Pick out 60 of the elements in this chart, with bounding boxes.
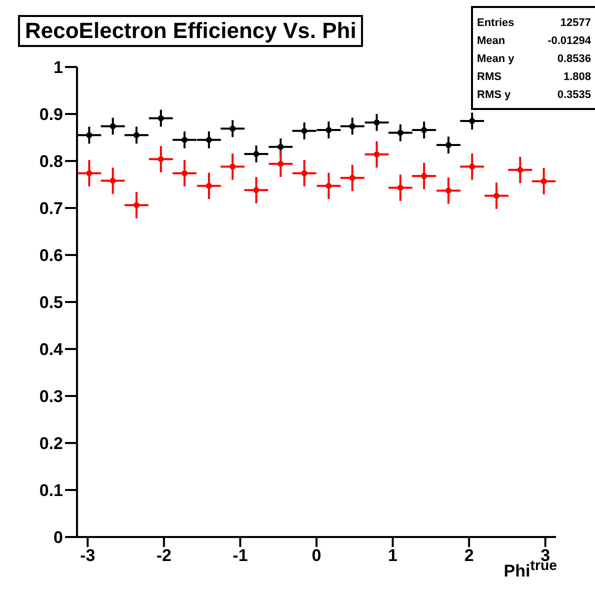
point — [253, 150, 260, 157]
point — [230, 126, 236, 132]
y-tick-label: 0.7 — [39, 199, 63, 218]
point — [469, 164, 476, 170]
point — [182, 136, 188, 143]
y-tick-label: 0.5 — [39, 293, 63, 312]
y-tick-label: 0.2 — [39, 434, 63, 454]
point — [349, 123, 356, 130]
x-tick-label: 0 — [312, 546, 322, 566]
y-tick-label: 0.1 — [39, 481, 63, 500]
y-tick-label: 0 — [54, 528, 63, 548]
point — [445, 142, 452, 148]
text: Mean -0.01294 — [477, 35, 591, 47]
point — [230, 164, 236, 170]
point — [206, 182, 212, 189]
point — [182, 170, 188, 176]
point — [397, 130, 404, 136]
point — [494, 192, 500, 199]
point — [445, 188, 452, 194]
point — [253, 187, 260, 194]
point — [133, 202, 140, 208]
point — [110, 178, 116, 184]
x-tick-label: 1 — [388, 546, 398, 566]
y-tick-label: 0.9 — [39, 105, 63, 124]
x-tick-label: -1 — [232, 546, 248, 566]
point — [206, 136, 212, 143]
point — [374, 151, 380, 158]
x-tick-label: -2 — [156, 546, 172, 566]
y-tick-label: 0.6 — [39, 246, 63, 266]
point — [158, 115, 164, 122]
y-tick-label: 0.4 — [39, 340, 64, 360]
y-tick-label: 1 — [54, 58, 63, 78]
point — [110, 123, 116, 130]
point — [421, 126, 428, 133]
text: Mean y 0.8536 — [477, 53, 591, 65]
y-tick-label: 0.8 — [39, 152, 63, 172]
y-tick-label: 0.3 — [39, 387, 63, 406]
point — [326, 182, 332, 189]
x-tick-label: 2 — [464, 546, 474, 566]
chart-title: RecoElectron Efficiency Vs. Phi — [18, 15, 364, 47]
point — [517, 166, 524, 173]
point — [301, 170, 308, 176]
point — [133, 132, 140, 138]
point — [540, 178, 547, 184]
text: Entries 12577 — [477, 17, 591, 29]
point — [158, 156, 164, 162]
point — [326, 126, 332, 133]
point — [301, 128, 308, 134]
point — [469, 118, 476, 124]
point — [86, 170, 92, 176]
point — [278, 144, 284, 150]
x-tick-label: -3 — [80, 546, 96, 566]
point — [278, 160, 284, 167]
text: RMS 1.808 — [477, 71, 591, 83]
point — [349, 174, 356, 181]
point — [374, 119, 380, 126]
text: RMS y 0.3535 — [477, 89, 591, 101]
point — [86, 132, 92, 138]
point — [421, 173, 428, 180]
point — [397, 184, 404, 191]
